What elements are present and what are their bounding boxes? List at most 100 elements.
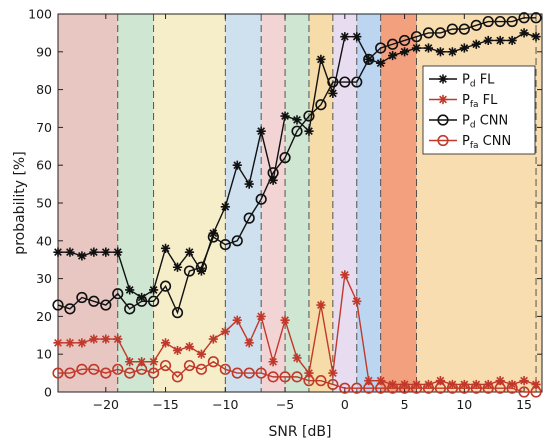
data-point <box>446 23 458 35</box>
x-tick-label: 0 <box>341 397 349 412</box>
data-point <box>267 167 279 179</box>
data-point <box>458 382 470 394</box>
y-tick-label: 60 <box>36 158 52 173</box>
data-point <box>279 371 291 383</box>
data-point <box>364 376 374 386</box>
data-point <box>112 288 124 300</box>
data-point <box>411 43 422 53</box>
data-point <box>113 247 123 257</box>
data-point <box>255 367 267 379</box>
data-point <box>303 110 315 122</box>
data-point <box>100 299 112 311</box>
data-point <box>101 247 111 257</box>
data-point <box>459 379 469 390</box>
data-point <box>376 58 386 68</box>
y-tick-label: 50 <box>36 196 52 211</box>
data-point <box>351 76 363 88</box>
data-point <box>291 125 303 137</box>
data-point <box>530 12 542 24</box>
data-point <box>387 38 399 50</box>
data-point <box>470 382 482 394</box>
data-point <box>243 212 255 224</box>
data-point <box>231 235 243 247</box>
data-point <box>340 32 350 42</box>
data-point <box>101 334 111 344</box>
data-point <box>388 379 398 390</box>
data-point <box>149 357 159 367</box>
legend-marker <box>437 114 449 126</box>
data-point <box>471 379 481 390</box>
data-point <box>52 367 64 379</box>
data-point <box>76 363 88 375</box>
x-tick-label: −5 <box>276 397 294 412</box>
data-point <box>53 247 63 257</box>
data-point <box>339 76 351 88</box>
data-point <box>447 379 457 390</box>
data-point <box>458 23 470 35</box>
data-point <box>65 338 75 348</box>
data-point <box>171 307 184 319</box>
data-point <box>160 338 171 348</box>
data-point <box>304 126 314 136</box>
data-point <box>279 152 291 164</box>
x-tick-label: −10 <box>212 397 238 412</box>
data-point <box>232 315 242 325</box>
background-band <box>285 14 309 392</box>
data-point <box>422 382 435 394</box>
data-point <box>64 303 76 315</box>
data-point <box>184 342 195 352</box>
data-point <box>459 43 469 53</box>
data-point <box>280 315 290 325</box>
data-point <box>291 371 303 383</box>
data-point <box>88 363 100 375</box>
data-point <box>375 382 387 394</box>
data-point <box>410 382 423 394</box>
data-point <box>125 285 135 295</box>
data-point <box>494 15 506 28</box>
data-point <box>316 300 326 310</box>
data-point <box>434 382 447 394</box>
y-tick-label: 10 <box>36 347 52 362</box>
data-point <box>64 367 76 379</box>
data-point <box>159 280 172 292</box>
data-point <box>518 386 530 398</box>
data-point <box>387 382 399 394</box>
data-point <box>89 334 99 344</box>
data-point <box>507 35 517 46</box>
data-point <box>172 262 183 272</box>
data-point <box>315 99 327 111</box>
data-point <box>231 367 243 379</box>
background-band <box>308 14 333 392</box>
data-point <box>519 376 529 386</box>
data-point <box>328 88 338 98</box>
y-tick-label: 0 <box>44 385 52 400</box>
data-point <box>183 265 196 277</box>
data-point <box>470 19 482 31</box>
legend-label: Pd CNN <box>462 114 508 131</box>
data-point <box>89 247 99 257</box>
data-point <box>423 43 434 53</box>
data-point <box>207 231 219 243</box>
data-point <box>148 367 160 379</box>
data-point <box>340 270 350 280</box>
legend-entry: Pd CNN <box>429 114 508 131</box>
data-point <box>506 15 518 28</box>
data-point <box>196 266 207 276</box>
data-point <box>422 27 435 39</box>
data-point <box>208 334 218 344</box>
data-point <box>518 12 530 24</box>
data-point <box>113 334 123 344</box>
data-point <box>363 53 375 65</box>
data-point <box>76 291 88 304</box>
data-point <box>124 303 136 315</box>
y-tick-label: 70 <box>36 120 52 135</box>
data-point <box>482 15 494 28</box>
data-point <box>398 382 411 394</box>
data-point <box>339 382 351 394</box>
data-point <box>482 382 494 394</box>
data-point <box>268 175 278 185</box>
data-point <box>172 345 183 356</box>
data-point <box>256 126 266 136</box>
data-point <box>100 367 112 379</box>
